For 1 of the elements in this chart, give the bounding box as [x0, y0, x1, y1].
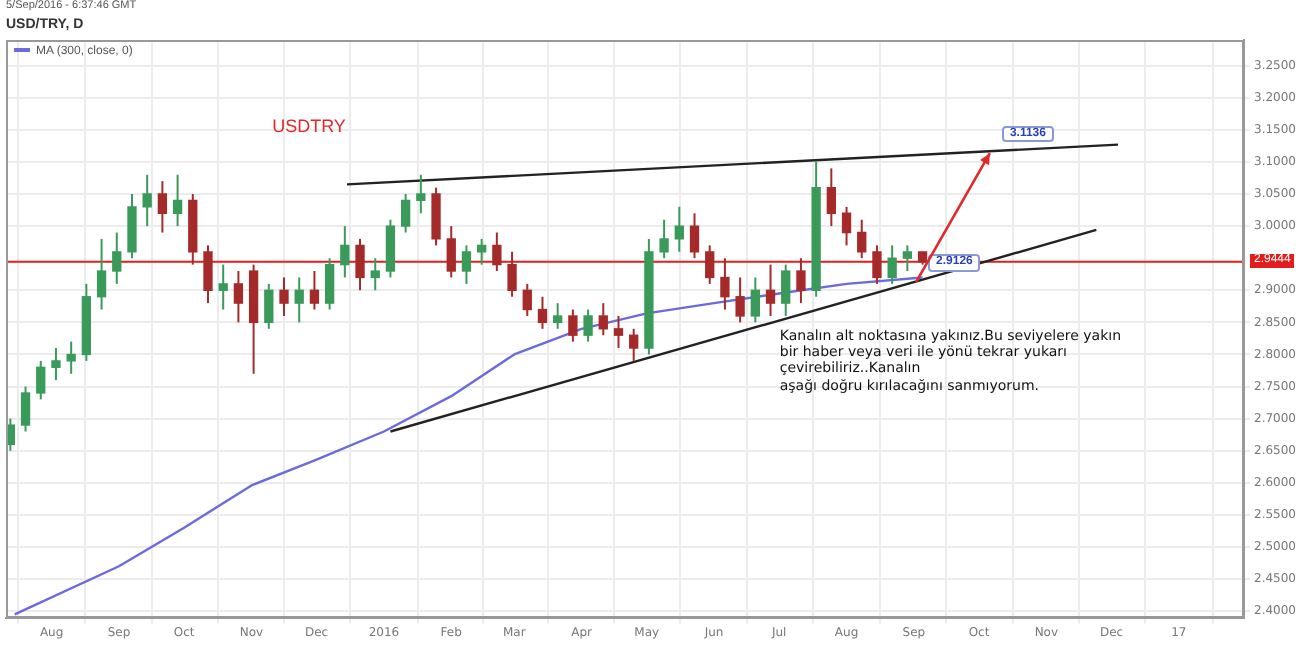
text: USDTRY	[272, 115, 346, 136]
